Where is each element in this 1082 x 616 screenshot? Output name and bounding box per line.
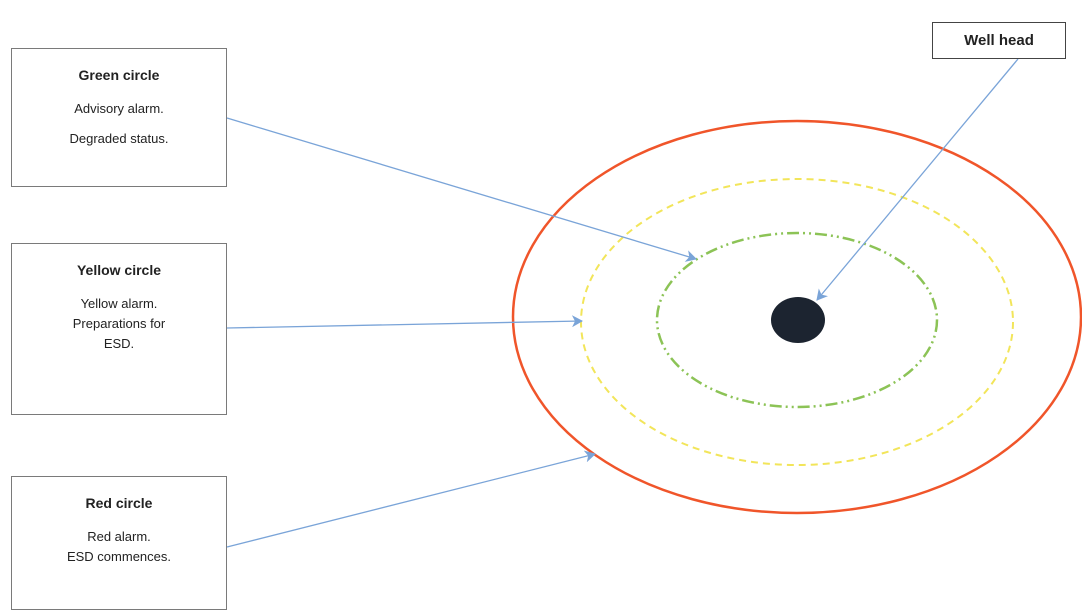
red-circle-title: Red circle xyxy=(85,495,153,511)
green-circle-line-1: Advisory alarm. xyxy=(74,101,164,116)
yellow-circle-box: Yellow circle Yellow alarm. Preparations… xyxy=(11,243,227,415)
green-circle-title: Green circle xyxy=(78,67,160,83)
green-circle-zone xyxy=(655,231,939,409)
red-circle-zone xyxy=(511,119,1082,515)
green-circle-box: Green circle Advisory alarm. Degraded st… xyxy=(11,48,227,187)
well-head-title: Well head xyxy=(964,32,1034,49)
yellow-circle-line-2: Preparations for xyxy=(72,316,166,331)
red-circle-line-2: ESD commences. xyxy=(66,549,172,564)
green-circle-line-2: Degraded status. xyxy=(69,131,169,146)
arrow-yellow-to-zone xyxy=(226,315,583,329)
arrow-red-to-zone xyxy=(226,450,596,548)
well-head-box: Well head xyxy=(932,22,1066,59)
arrow-wellhead-to-dot xyxy=(816,58,1019,301)
arrow-green-to-zone xyxy=(226,117,697,262)
red-circle-line-1: Red alarm. xyxy=(87,529,151,544)
well-head-dot xyxy=(771,297,825,343)
yellow-circle-title: Yellow circle xyxy=(76,262,162,278)
red-circle-box: Red circle Red alarm. ESD commences. xyxy=(11,476,227,610)
yellow-circle-line-3: ESD. xyxy=(103,336,135,351)
yellow-circle-line-1: Yellow alarm. xyxy=(80,296,158,311)
